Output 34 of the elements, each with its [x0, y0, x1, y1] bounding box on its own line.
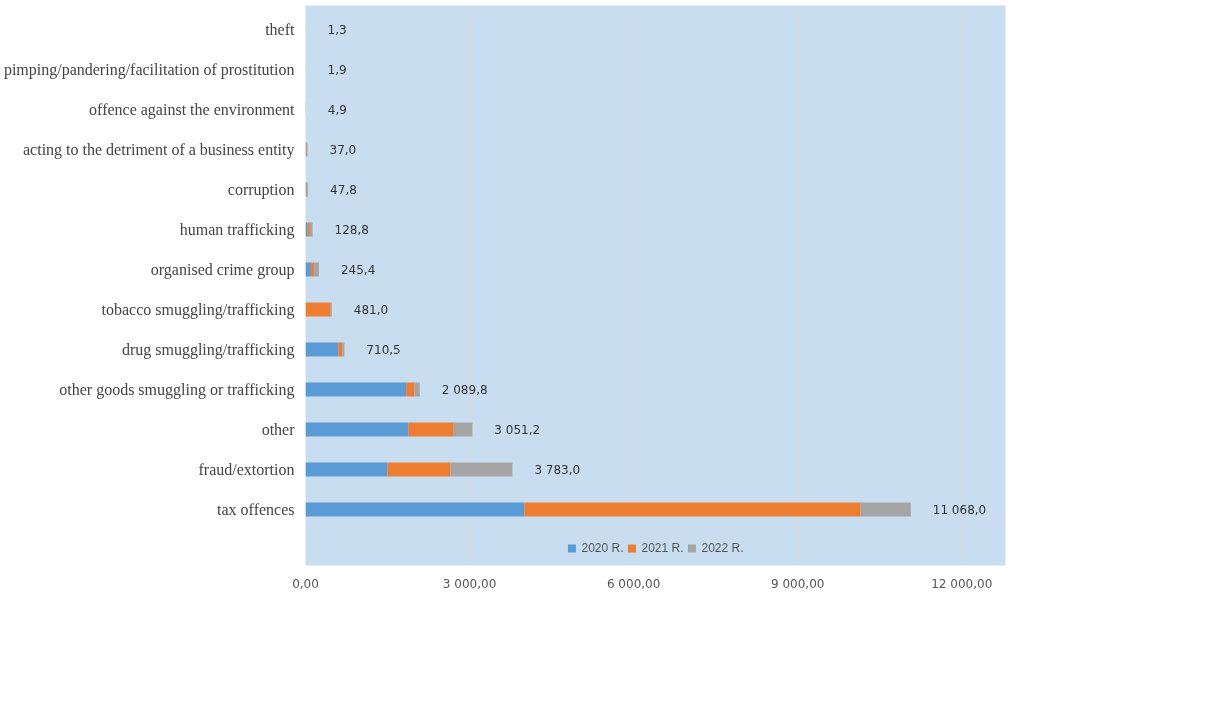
y-tick-label: organised crime group	[150, 261, 295, 279]
y-tick-label: other	[261, 421, 296, 438]
x-tick-label: 9 000,00	[770, 576, 825, 591]
total-label: 245,4	[340, 263, 376, 277]
total-label: 1,9	[327, 63, 347, 77]
y-tick-label: tax offences	[217, 501, 295, 518]
total-label: 710,5	[366, 343, 401, 357]
total-label: 2 089,8	[441, 382, 488, 397]
legend-label: 2022 R.	[701, 541, 744, 555]
total-label: 11 068,0	[932, 502, 987, 517]
total-label: 481,0	[353, 303, 389, 317]
total-label: 47,8	[330, 183, 357, 197]
y-tick-label: pimping/pandering/facilitation of prostitution	[3, 61, 295, 79]
total-label: 128,8	[334, 223, 369, 237]
y-tick-label: offence against the environment	[89, 101, 296, 119]
total-label: 1,3	[327, 23, 347, 37]
x-tick-label: 12 000,00	[931, 576, 993, 591]
y-tick-label: human trafficking	[179, 221, 295, 239]
y-tick-label: acting to the detriment of a business entity	[23, 141, 295, 159]
y-tick-label: theft	[265, 21, 296, 38]
legend-label: 2020 R.	[581, 541, 624, 555]
total-label: 3 051,2	[494, 422, 541, 437]
x-tick-label: 3 000,00	[442, 576, 497, 591]
total-label: 37,0	[329, 143, 357, 157]
total-label: 4,9	[327, 103, 347, 117]
total-label: 3 783,0	[534, 462, 581, 477]
y-tick-label: other goods smuggling or trafficking	[59, 381, 295, 399]
x-tick-label: 6 000,00	[606, 576, 661, 591]
legend-label: 2021 R.	[641, 541, 684, 555]
y-tick-label: tobacco smuggling/trafficking	[101, 301, 295, 319]
y-tick-label: drug smuggling/trafficking	[121, 341, 295, 359]
y-tick-label: fraud/extortion	[198, 461, 295, 478]
y-tick-label: corruption	[227, 181, 295, 199]
x-tick-label: 0,00	[292, 576, 319, 591]
